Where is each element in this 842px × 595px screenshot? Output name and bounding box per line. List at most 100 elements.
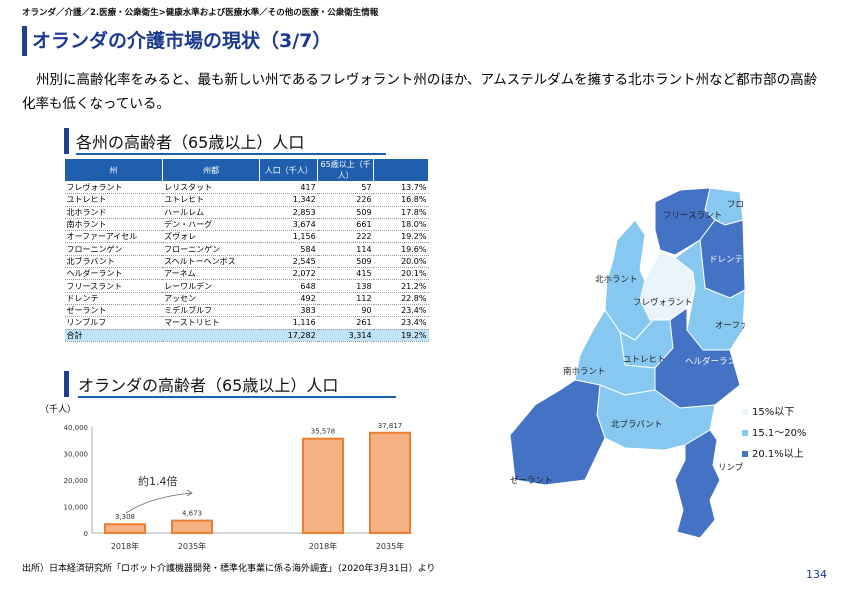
cell-capital: アーネム [162, 267, 260, 281]
table-row: 北ブラバント スヘルトーヘンボス 2,545 509 20.0% [64, 255, 429, 269]
cell-capital: デン・ハーグ [162, 218, 260, 232]
cell-capital [162, 329, 260, 342]
bar [302, 437, 344, 534]
cell-province: ヘルダーラント [64, 267, 163, 281]
header-capital: 州都 [161, 158, 261, 182]
header-rate [373, 158, 429, 182]
table-row: ユトレヒト ユトレヒト 1,342 226 16.8% [64, 193, 429, 207]
legend-item-mid: 15.1～20% [742, 423, 822, 444]
cell-rate: 23.4% [373, 304, 429, 318]
bar [369, 431, 411, 534]
cell-population: 383 [259, 304, 318, 318]
cell-population: 2,545 [259, 255, 318, 269]
cell-capital: フローニンゲン [162, 242, 260, 256]
cell-elderly: 509 [317, 206, 374, 219]
legend-item-high: 20.1%以上 [742, 444, 822, 465]
section-accent-bar [64, 128, 69, 154]
section-underline [76, 153, 386, 155]
cell-population: 3,674 [259, 218, 318, 232]
x-category-label: 2018年 [111, 541, 139, 551]
bar-value-label: 35,578 [311, 428, 336, 436]
cell-capital: ミデルブルフ [162, 304, 260, 318]
cell-elderly: 138 [317, 279, 374, 293]
section-title-national: オランダの高齢者（65歳以上）人口 [78, 376, 339, 395]
cell-population: 584 [259, 242, 318, 256]
y-tick-label: 10,000 [64, 504, 89, 512]
cell-population: 17,282 [259, 329, 318, 342]
cell-elderly: 226 [317, 193, 374, 207]
cell-province: リンブルフ [64, 316, 163, 330]
legend-swatch-mid [742, 430, 748, 436]
cell-elderly: 114 [317, 242, 374, 256]
table-row: フレヴォラント レリスタット 417 57 13.7% [64, 181, 429, 195]
legend-swatch-low [742, 409, 748, 415]
section-title-provinces: 各州の高齢者（65歳以上）人口 [76, 133, 305, 152]
cell-capital: レーワルデン [162, 279, 260, 293]
title-accent-bar [22, 26, 27, 56]
cell-province: ドレンテ [64, 292, 163, 305]
cell-rate: 13.7% [373, 181, 429, 195]
cell-elderly: 90 [317, 304, 374, 318]
cell-population: 1,116 [259, 316, 318, 330]
growth-ratio-label: 約1.4倍 [138, 475, 178, 488]
netherlands-province-map: フローニンゲンフリースラントドレンテ北ホラントフレヴォラントオーファーアイセルユ… [509, 187, 745, 539]
cell-rate: 19.2% [373, 230, 429, 244]
table-row: 北ホランド ハールレム 2,853 509 17.8% [64, 206, 429, 219]
cell-rate: 19.6% [373, 242, 429, 256]
map-label-friesland: フリースラント [663, 211, 722, 221]
cell-province: オーファーアイセル [64, 230, 163, 244]
map-label-utrecht: ユトレヒト [623, 355, 666, 365]
source-note: 出所）日本経済研究所「ロボット介護機器開発・標準化事業に係る海外調査」（2020… [22, 564, 436, 574]
cell-province: フレヴォラント [64, 181, 163, 195]
cell-capital: ハールレム [162, 206, 260, 219]
cell-population: 417 [259, 181, 318, 195]
cell-province: フリースラント [64, 279, 163, 293]
cell-capital: スヘルトーヘンボス [162, 255, 260, 269]
cell-province: フローニンゲン [64, 242, 163, 256]
cell-capital: アッセン [162, 292, 260, 305]
cell-capital: マーストリヒト [162, 316, 260, 330]
map-label-overijssel: オーファーアイセル [715, 321, 745, 331]
map-label-limburg: リンブ [718, 462, 744, 473]
section-accent-bar [64, 371, 69, 397]
cell-capital: レリスタット [162, 181, 260, 195]
province-population-table: 州 州都 人口（千人） 65歳以上（千人） フレヴォラント レリスタット 417 57… [64, 158, 429, 342]
map-legend: 15%以下 15.1～20% 20.1%以上 [742, 402, 822, 465]
cell-rate: 16.8% [373, 193, 429, 207]
lead-paragraph: 州別に高齢化率をみると、最も新しい州であるフレヴォラント州のほか、アムステルダム… [22, 72, 818, 112]
y-tick-label: 40,000 [64, 424, 89, 432]
province-limburg [674, 429, 721, 539]
table-header-row: 州 州都 人口（千人） 65歳以上（千人） [64, 158, 429, 182]
cell-capital: ズヴォレ [162, 230, 260, 244]
map-label-flevoland: フレヴォラント [633, 297, 693, 308]
elderly-population-bar-chart: 0 10,000 20,000 30,000 40,000 3,308 2018年 4,67… [64, 422, 412, 551]
cell-elderly: 509 [317, 255, 374, 269]
cell-elderly: 57 [317, 181, 374, 195]
section-underline [78, 396, 396, 398]
header-population: 人口（千人） [259, 158, 319, 182]
table-row: フリースラント レーワルデン 648 138 21.2% [64, 279, 429, 293]
x-category-label: 2035年 [376, 541, 404, 551]
page-number: 134 [806, 568, 827, 581]
cell-rate: 18.0% [373, 218, 429, 232]
map-label-noord-brabant: 北ブラバント [611, 419, 662, 430]
cell-province: 南ホラント [64, 218, 163, 232]
table-row: ヘルダーラント アーネム 2,072 415 20.1% [64, 267, 429, 281]
cell-population: 648 [259, 279, 318, 293]
table-row: フローニンゲン フローニンゲン 584 114 19.6% [64, 242, 429, 256]
cell-population: 492 [259, 292, 318, 305]
cell-population: 1,342 [259, 193, 318, 207]
legend-label-high: 20.1%以上 [752, 449, 804, 460]
province-zeeland [509, 379, 606, 486]
cell-elderly: 661 [317, 218, 374, 232]
x-category-label: 2018年 [309, 541, 337, 551]
cell-elderly: 222 [317, 230, 374, 244]
cell-province: 北ホランド [64, 206, 163, 219]
page-title: オランダの介護市場の現状（3/7） [32, 30, 332, 52]
table-row: ドレンテ アッセン 492 112 22.8% [64, 292, 429, 305]
header-elderly: 65歳以上（千人） [317, 158, 375, 182]
cell-province: ユトレヒト [64, 193, 163, 207]
growth-arrow [125, 492, 193, 514]
header-province: 州 [64, 158, 163, 182]
x-category-label: 2035年 [178, 541, 206, 551]
